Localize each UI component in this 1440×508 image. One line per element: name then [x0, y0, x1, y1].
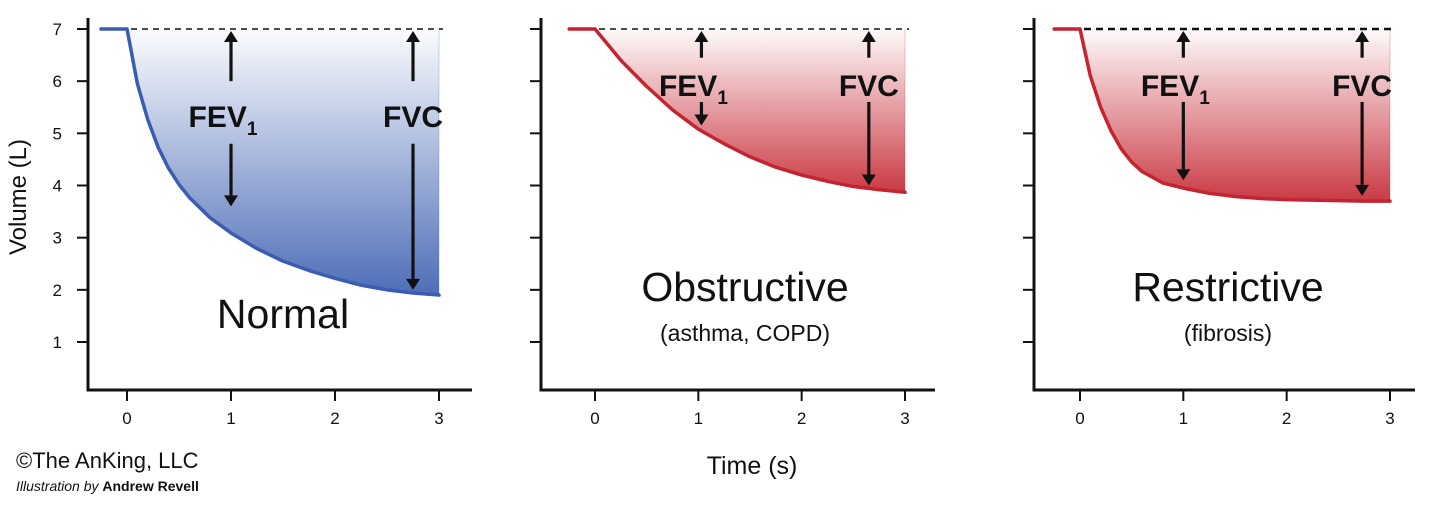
- y-tick-label: 7: [53, 20, 62, 39]
- fvc-arrow-up-head: [861, 31, 876, 42]
- y-tick-label: 6: [53, 72, 62, 91]
- fev1-label: FEV1: [659, 70, 728, 109]
- chart-title: Obstructive: [641, 264, 848, 310]
- illustration-prefix: Illustration by: [16, 478, 99, 494]
- copyright-credit: ©The AnKing, LLC: [16, 448, 199, 473]
- y-tick-label: 2: [53, 281, 62, 300]
- fev1-arrow-down-head: [224, 195, 238, 207]
- fev1-arrow-down-head: [694, 114, 709, 126]
- fvc-label: FVC: [839, 70, 899, 103]
- chart-panel-1: 1 2 3 4 5 6 7 0 1 2 3 FEV1 FVC Normal: [53, 18, 472, 428]
- x-tick-label: 1: [1179, 409, 1188, 428]
- fvc-arrow-down-head: [1355, 184, 1370, 196]
- x-tick-label: 0: [590, 409, 599, 428]
- fvc-arrow-down-head: [406, 278, 420, 290]
- fev1-arrow-up-head: [694, 31, 709, 42]
- chart-subtitle: (fibrosis): [1184, 320, 1272, 346]
- y-tick-label: 1: [53, 333, 62, 352]
- illustrator-name: Andrew Revell: [102, 478, 199, 494]
- x-tick-label: 2: [797, 409, 806, 428]
- area-fill: [1080, 29, 1390, 202]
- x-tick-label: 2: [1282, 409, 1291, 428]
- fev1-label: FEV1: [1141, 70, 1210, 109]
- subscript: 1: [247, 119, 258, 140]
- fvc-arrow-down-head: [861, 174, 876, 186]
- x-tick-label: 0: [1075, 409, 1084, 428]
- chart-panel-3: 0 1 2 3 FEV1 FVC Restrictive (fibrosis): [1023, 18, 1415, 428]
- fvc-arrow-up-head: [406, 31, 420, 42]
- y-axis-label: Volume (L): [5, 139, 32, 255]
- x-tick-label: 3: [900, 409, 909, 428]
- x-tick-label: 0: [122, 409, 131, 428]
- x-tick-label: 3: [1385, 409, 1394, 428]
- fev1-arrow-down-head: [1176, 169, 1191, 181]
- fvc-arrow-up-head: [1355, 31, 1370, 42]
- x-axis-label: Time (s): [707, 452, 798, 480]
- fev1-arrow-up-head: [224, 31, 238, 42]
- area-fill: [127, 29, 439, 296]
- illustrator-credit: Illustration by Andrew Revell: [16, 478, 199, 494]
- y-tick-label: 5: [53, 124, 62, 143]
- subscript: 1: [1199, 88, 1210, 109]
- area-fill: [595, 29, 905, 193]
- chart-subtitle: (asthma, COPD): [660, 320, 830, 346]
- fvc-label: FVC: [1332, 70, 1392, 103]
- volume-curve: [99, 27, 441, 297]
- x-tick-label: 1: [694, 409, 703, 428]
- volume-curve: [1052, 27, 1392, 203]
- x-tick-label: 2: [330, 409, 339, 428]
- fev1-label: FEV1: [189, 101, 258, 140]
- chart-title: Normal: [217, 291, 349, 337]
- chart-title: Restrictive: [1132, 264, 1323, 310]
- y-tick-label: 4: [53, 177, 62, 196]
- subscript: 1: [717, 88, 728, 109]
- y-tick-label: 3: [53, 229, 62, 248]
- chart-panel-2: 0 1 2 3 FEV1 FVC Obstructive (asthma, COPD): [530, 18, 935, 428]
- volume-curve: [567, 27, 907, 195]
- fev1-arrow-up-head: [1176, 31, 1191, 42]
- fvc-label: FVC: [383, 101, 443, 134]
- x-tick-label: 3: [434, 409, 443, 428]
- x-tick-label: 1: [226, 409, 235, 428]
